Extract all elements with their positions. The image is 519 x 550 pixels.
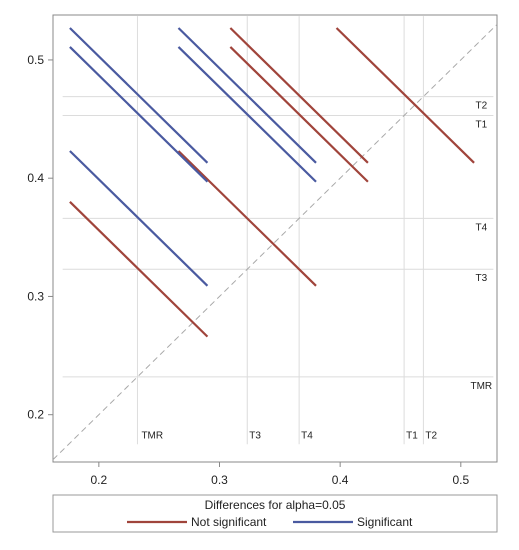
- ref-label-bottom-t4: T4: [301, 430, 313, 441]
- ref-label-right-t1: T1: [475, 120, 487, 131]
- y-tick-label-0.4: 0.4: [27, 171, 44, 185]
- y-tick-label-0.5: 0.5: [27, 53, 44, 67]
- ref-label-bottom-t3: T3: [249, 430, 261, 441]
- legend-title: Differences for alpha=0.05: [205, 498, 346, 512]
- segment-significant-2: [69, 46, 209, 183]
- diagonal-reference-line: [52, 24, 498, 460]
- ref-label-bottom-t1: T1: [406, 430, 418, 441]
- ref-label-right-t4: T4: [475, 222, 487, 233]
- ref-label-bottom-tmr: TMR: [141, 430, 163, 441]
- x-tick-label-0.4: 0.4: [332, 473, 349, 487]
- ref-label-right-tmr: TMR: [470, 381, 492, 392]
- ref-label-right-t2: T2: [475, 101, 487, 112]
- x-tick-label-0.2: 0.2: [91, 473, 108, 487]
- ref-label-right-t3: T3: [475, 273, 487, 284]
- ref-label-bottom-t2: T2: [425, 430, 437, 441]
- x-tick-label-0.3: 0.3: [211, 473, 228, 487]
- legend-label-significant: Significant: [357, 515, 413, 529]
- y-axis: 0.2 0.3 0.4 0.5: [27, 53, 53, 422]
- reference-labels: TMR TMR T3 T3 T4 T4 T1 T1 T2 T2: [141, 101, 492, 442]
- y-tick-label-0.2: 0.2: [27, 408, 44, 422]
- legend-box: [52, 494, 498, 533]
- segment-not-significant-1: [69, 201, 209, 338]
- segment-not-significant-4: [229, 46, 369, 183]
- diff-segments: [69, 27, 475, 338]
- reference-lines: [62, 16, 494, 445]
- segment-significant-5: [177, 46, 317, 183]
- legend-label-not-significant: Not significant: [191, 515, 267, 529]
- y-tick-label-0.3: 0.3: [27, 289, 44, 303]
- x-axis: 0.2 0.3 0.4 0.5: [91, 462, 469, 487]
- segment-not-significant-5: [335, 27, 475, 164]
- segment-significant-4: [177, 27, 317, 164]
- segment-not-significant-3: [229, 27, 369, 164]
- segment-significant-3: [69, 150, 209, 287]
- legend: Differences for alpha=0.05 Not significa…: [52, 494, 498, 533]
- segment-not-significant-2: [177, 150, 317, 287]
- x-tick-label-0.5: 0.5: [452, 473, 469, 487]
- segment-significant-1: [69, 27, 209, 164]
